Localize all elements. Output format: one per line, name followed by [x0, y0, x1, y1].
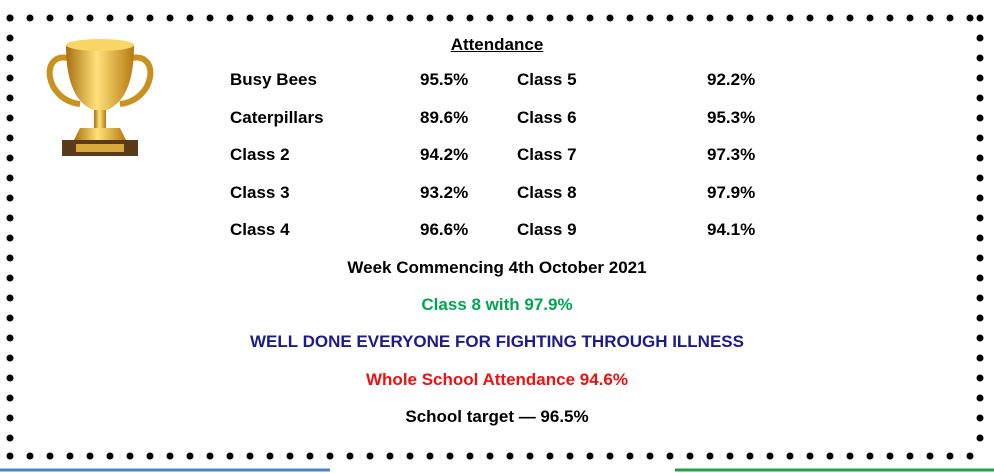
class-percent: 95.3% [707, 108, 755, 128]
class-name: Class 5 [517, 70, 577, 90]
class-percent: 92.2% [707, 70, 755, 90]
class-percent: 93.2% [420, 183, 468, 203]
class-name: Class 4 [230, 220, 290, 240]
class-percent: 97.3% [707, 145, 755, 165]
class-name: Class 8 [517, 183, 577, 203]
top-class-line: Class 8 with 97.9% [0, 295, 994, 315]
class-percent: 94.2% [420, 145, 468, 165]
heading: Attendance [0, 35, 994, 55]
trophy-icon [50, 39, 151, 156]
class-percent: 89.6% [420, 108, 468, 128]
class-name: Busy Bees [230, 70, 317, 90]
decoration [0, 0, 994, 473]
week-line: Week Commencing 4th October 2021 [0, 258, 994, 278]
class-percent: 95.5% [420, 70, 468, 90]
class-name: Class 9 [517, 220, 577, 240]
target-line: School target — 96.5% [0, 407, 994, 427]
class-name: Class 6 [517, 108, 577, 128]
class-percent: 97.9% [707, 183, 755, 203]
class-name: Class 7 [517, 145, 577, 165]
class-percent: 96.6% [420, 220, 468, 240]
class-name: Class 2 [230, 145, 290, 165]
dotted-border [10, 18, 980, 456]
class-name: Caterpillars [230, 108, 324, 128]
message-line: WELL DONE EVERYONE FOR FIGHTING THROUGH … [0, 332, 994, 352]
page: {"title": "Attendance", "table": {"rows"… [0, 0, 994, 473]
whole-school-line: Whole School Attendance 94.6% [0, 370, 994, 390]
class-name: Class 3 [230, 183, 290, 203]
class-percent: 94.1% [707, 220, 755, 240]
